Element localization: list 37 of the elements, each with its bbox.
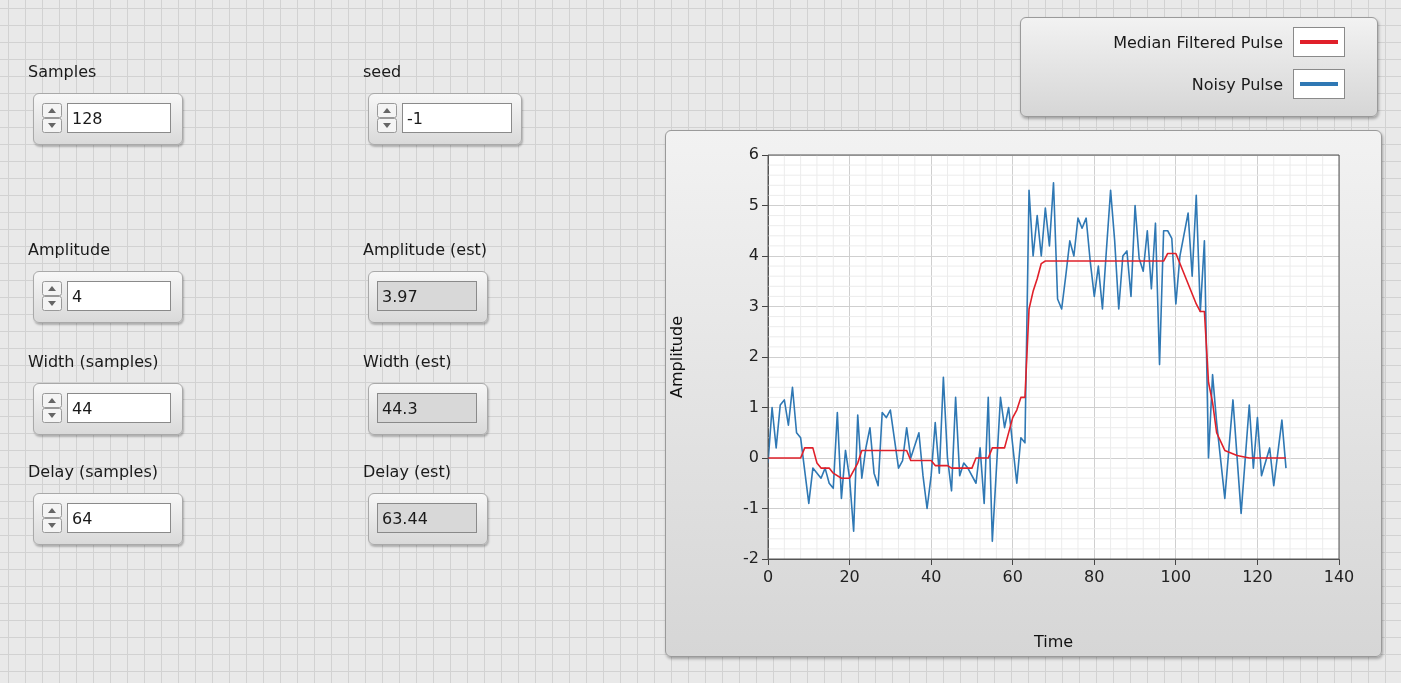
y-tick-label: 2 (748, 346, 759, 366)
legend-label: Noisy Pulse (1191, 73, 1283, 96)
y-tick-label: 1 (748, 396, 759, 416)
y-axis-title: Amplitude (666, 316, 686, 398)
y-tick-label: -2 (743, 548, 759, 568)
text: seed (363, 62, 402, 81)
x-tick-label: 60 (1002, 566, 1023, 586)
y-tick-label: 3 (748, 295, 759, 315)
text: Samples (28, 62, 97, 81)
text: Amplitude (est) (363, 240, 488, 259)
legend-label: Median Filtered Pulse (1113, 31, 1283, 54)
y-tick-label: -1 (743, 497, 759, 517)
x-tick-label: 40 (920, 566, 942, 586)
text: Amplitude (28, 240, 110, 259)
y-tick-label: 5 (748, 194, 759, 214)
x-tick-label: 80 (1084, 566, 1105, 586)
text: Width (samples) (28, 352, 159, 371)
x-axis-title: Time (1032, 631, 1074, 651)
text: 128 (67, 103, 171, 133)
text: Delay (samples) (28, 462, 158, 481)
text: 4 (67, 281, 171, 311)
x-tick-label: 100 (1160, 566, 1192, 586)
text: 44.3 (377, 393, 477, 423)
x-tick-label: 120 (1242, 566, 1273, 586)
text: 3.97 (377, 281, 477, 311)
text: 64 (67, 503, 171, 533)
y-tick-label: 6 (748, 144, 759, 164)
y-tick-label: 4 (748, 245, 759, 265)
text: Delay (est) (363, 462, 451, 481)
y-tick-label: 0 (748, 447, 759, 467)
text: 63.44 (377, 503, 477, 533)
text: -1 (402, 103, 512, 133)
x-tick-label: 20 (839, 566, 860, 586)
x-tick-label: 140 (1323, 566, 1355, 586)
x-tick-label: 0 (762, 566, 774, 586)
text: Width (est) (363, 352, 452, 371)
text: 44 (67, 393, 171, 423)
